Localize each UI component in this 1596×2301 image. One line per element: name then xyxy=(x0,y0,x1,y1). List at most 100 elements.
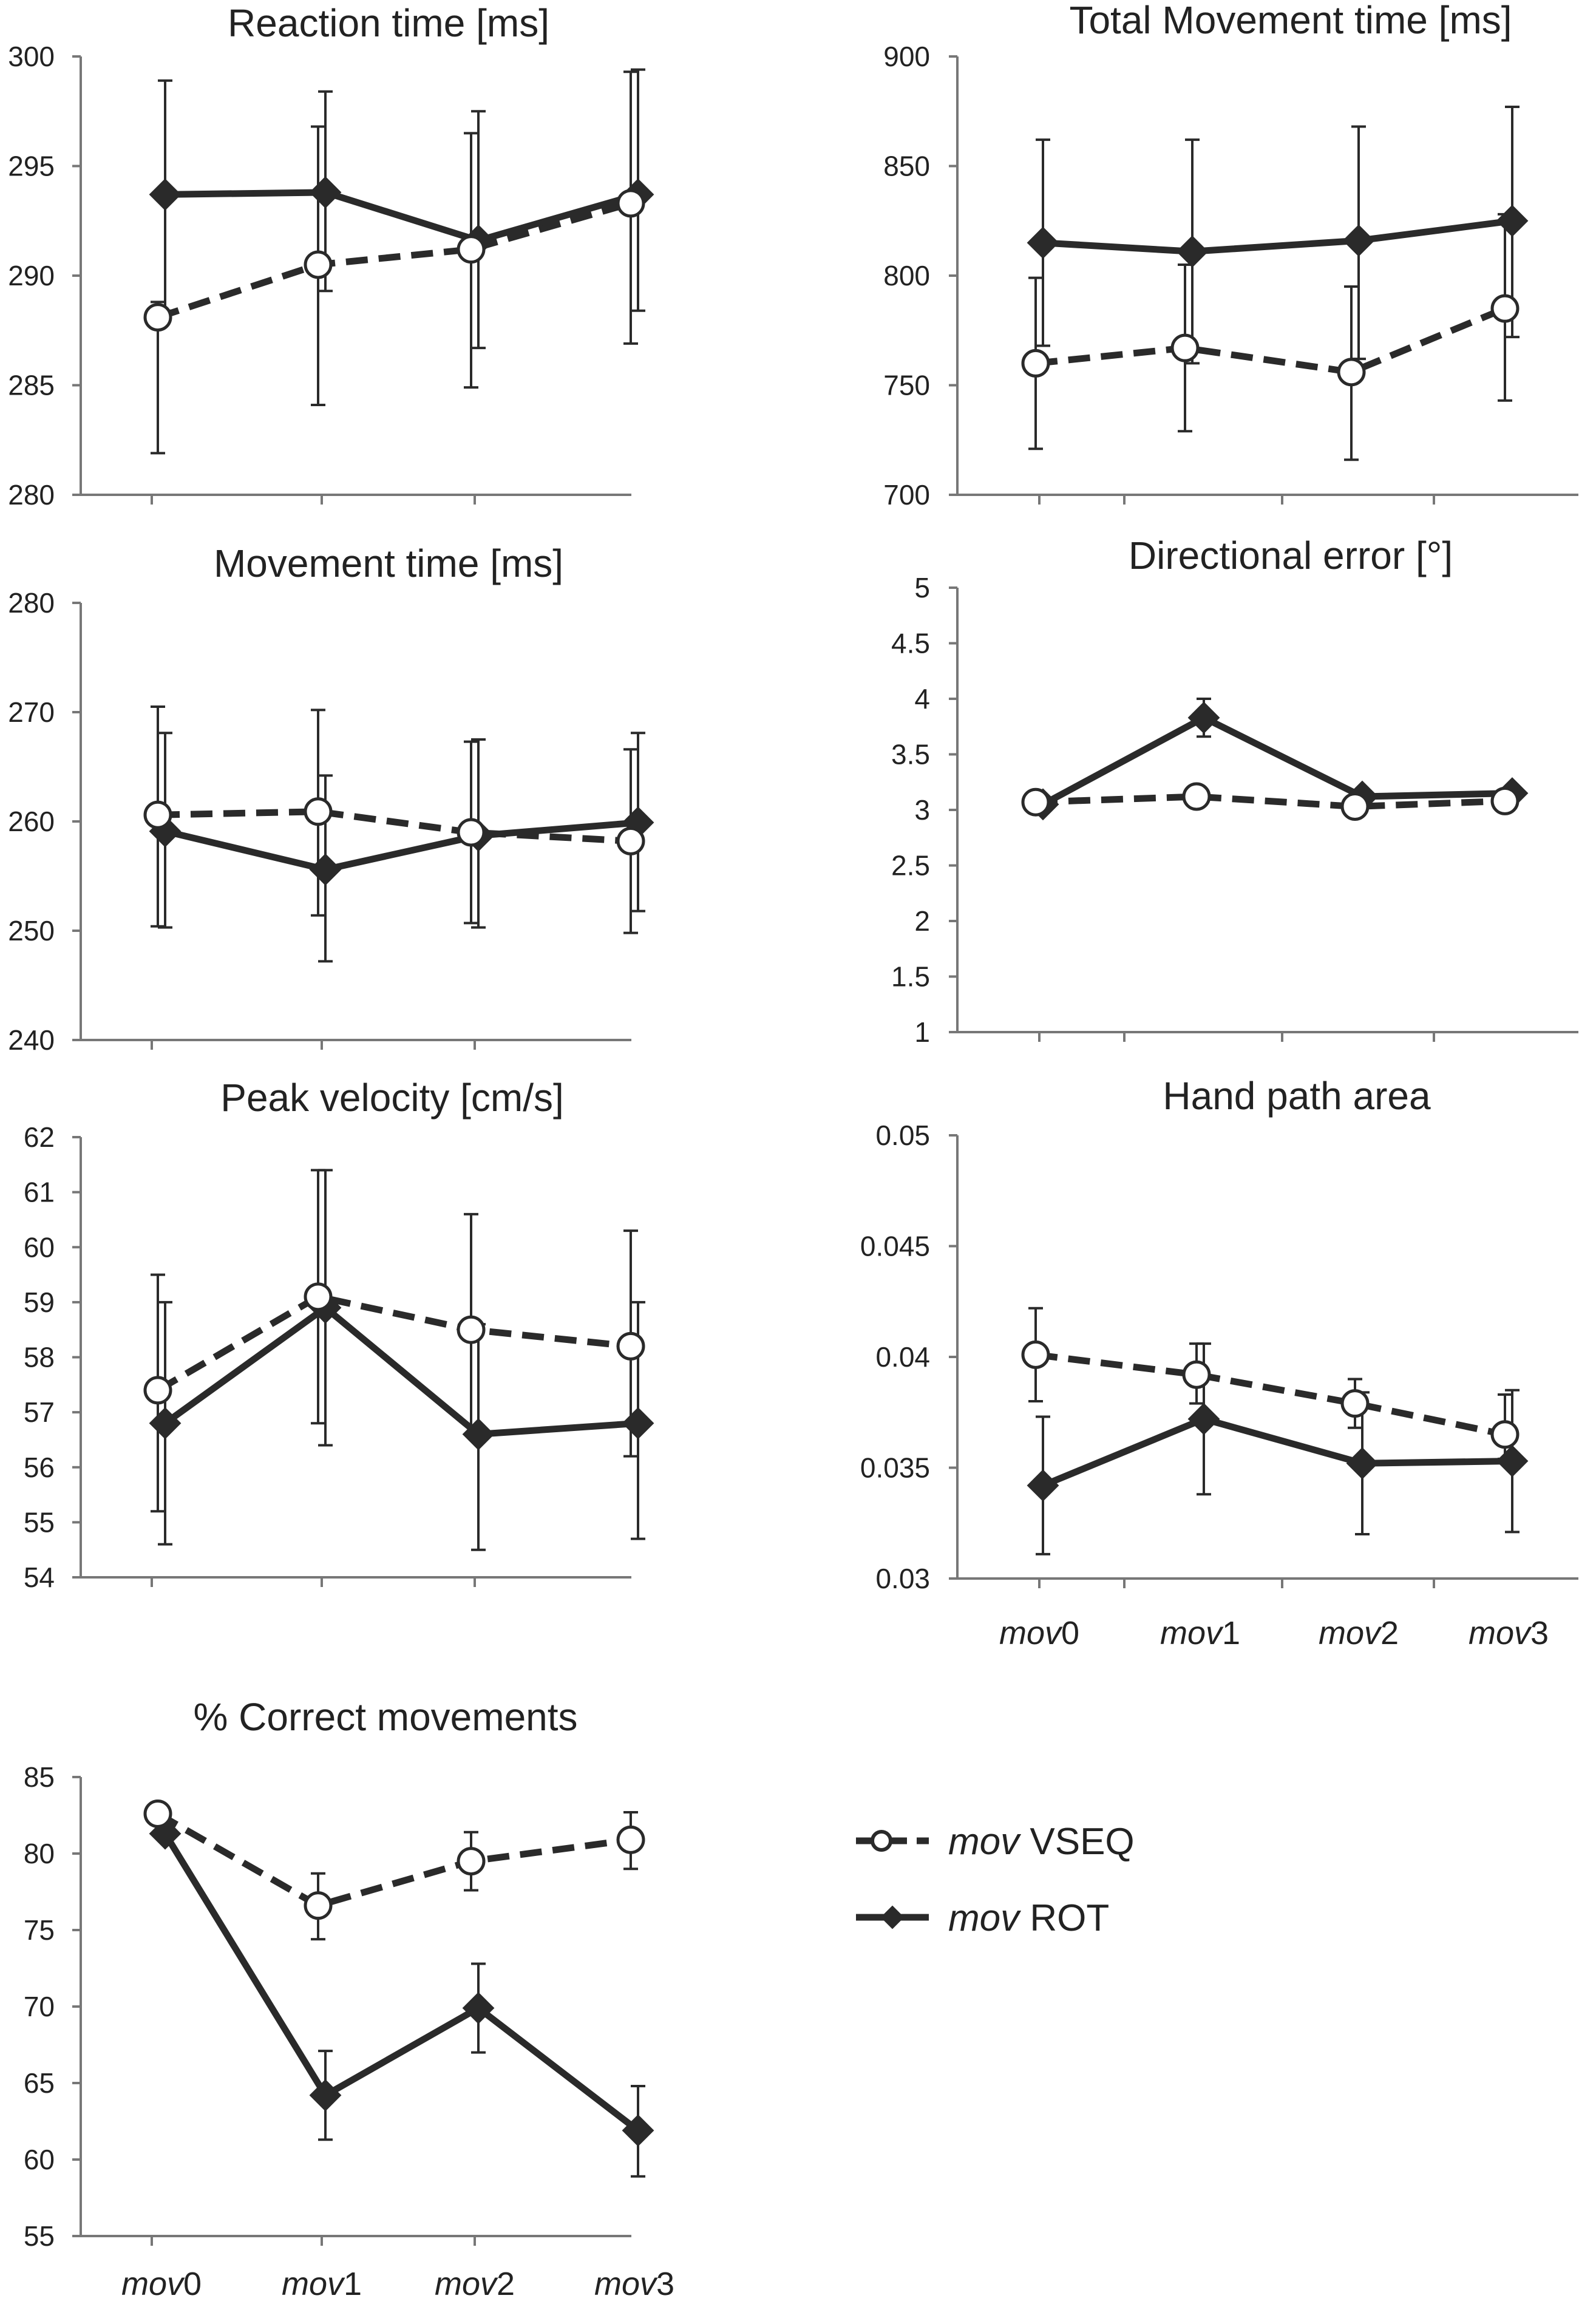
data-point-rot xyxy=(1342,224,1375,257)
series-line-rot xyxy=(1041,714,1513,807)
y-tick-label: 4.5 xyxy=(891,628,930,659)
chart-title-hand-path-area: Hand path area xyxy=(1163,1074,1431,1118)
y-tick-label: 700 xyxy=(883,479,930,511)
data-point-vseq xyxy=(1490,1420,1520,1449)
y-tick-label: 85 xyxy=(24,1761,55,1793)
y-tick-label: 750 xyxy=(883,370,930,401)
chart-title-peak-velocity: Peak velocity [cm/s] xyxy=(220,1076,564,1120)
data-point-rot xyxy=(309,2079,342,2112)
data-point-rot xyxy=(1346,1447,1379,1480)
y-tick-label: 900 xyxy=(883,41,930,72)
data-point-rot xyxy=(462,1418,495,1450)
x-category-label: mov3 xyxy=(1469,1615,1549,1651)
y-tick-label: 280 xyxy=(8,587,55,619)
data-point-vseq xyxy=(616,1825,645,1854)
data-point-rot xyxy=(149,1407,182,1439)
y-tick-label: 280 xyxy=(8,479,55,511)
data-point-vseq xyxy=(616,826,645,855)
y-tick-label: 4 xyxy=(914,683,930,715)
series-line-vseq xyxy=(156,1293,631,1393)
series-line-rot xyxy=(164,819,639,873)
y-tick-label: 1 xyxy=(914,1016,930,1048)
data-point-rot xyxy=(462,1992,495,2024)
panel-peak-velocity: Peak velocity [cm/s] 54 55 56 57 58 59 60 61 62 xyxy=(24,1076,654,1593)
y-tick-label: 260 xyxy=(8,806,55,837)
y-tick-label: 65 xyxy=(24,2067,55,2099)
legend-item-vseq: mov VSEQ xyxy=(856,1821,1135,1863)
data-point-rot xyxy=(1187,701,1220,734)
data-point-vseq xyxy=(457,235,486,264)
y-tick-label: 75 xyxy=(24,1914,55,1946)
series-line-rot xyxy=(163,1304,639,1438)
y-tick-label: 59 xyxy=(24,1286,55,1318)
y-tick-label: 55 xyxy=(24,1506,55,1538)
chart-title-correct-movements: % Correct movements xyxy=(193,1695,577,1739)
y-tick-label: 1.5 xyxy=(891,961,930,993)
y-tick-label: 0.04 xyxy=(875,1341,930,1373)
panel-directional-error: Directional error [°] 1 1.5 2 2.5 3 3.5 4 4.5 5 xyxy=(891,534,1578,1048)
data-point-vseq xyxy=(1021,1340,1050,1369)
data-point-rot xyxy=(309,176,342,209)
y-tick-label: 0.03 xyxy=(875,1563,930,1594)
y-tick-label: 295 xyxy=(8,151,55,182)
y-tick-label: 285 xyxy=(8,370,55,401)
panel-reaction-time: Reaction time [ms] 280 285 290 295 300 xyxy=(8,1,654,511)
series-line-vseq xyxy=(1035,793,1506,811)
x-category-label: mov3 xyxy=(594,2266,674,2301)
series-line-vseq xyxy=(157,200,632,321)
data-point-vseq xyxy=(304,797,333,826)
x-category-label: mov2 xyxy=(1319,1615,1399,1651)
data-point-rot xyxy=(149,178,182,211)
data-point-vseq xyxy=(1340,1389,1370,1418)
y-tick-label: 58 xyxy=(24,1342,55,1373)
chart-title-directional-error: Directional error [°] xyxy=(1129,534,1453,577)
data-point-vseq xyxy=(457,1847,486,1876)
data-point-vseq xyxy=(304,1282,333,1311)
data-point-rot xyxy=(1176,235,1209,268)
y-tick-label: 60 xyxy=(24,2144,55,2175)
y-tick-label: 61 xyxy=(24,1177,55,1208)
panel-movement-time: Movement time [ms] 240 250 260 270 280 xyxy=(8,542,654,1056)
x-category-label: mov0 xyxy=(999,1615,1079,1651)
legend-marker-vseq xyxy=(871,1830,892,1852)
data-point-vseq xyxy=(616,189,645,218)
y-tick-label: 240 xyxy=(8,1024,55,1056)
series-line-vseq xyxy=(1035,305,1507,376)
series-line-rot xyxy=(1041,1415,1513,1489)
data-point-vseq xyxy=(1490,786,1520,815)
data-point-vseq xyxy=(1490,294,1520,323)
data-point-vseq xyxy=(1021,348,1050,378)
data-point-vseq xyxy=(457,818,486,847)
data-point-rot xyxy=(309,853,342,886)
y-tick-label: 850 xyxy=(883,151,930,182)
y-tick-label: 70 xyxy=(24,1991,55,2022)
legend-marker-rot xyxy=(880,1905,905,1929)
data-point-rot xyxy=(1027,226,1059,259)
data-point-vseq xyxy=(143,303,172,332)
data-point-vseq xyxy=(143,800,172,829)
y-tick-label: 2 xyxy=(914,905,930,937)
y-tick-label: 57 xyxy=(24,1396,55,1428)
legend-label-rot: mov ROT xyxy=(948,1897,1109,1939)
y-tick-label: 5 xyxy=(914,572,930,603)
y-tick-label: 56 xyxy=(24,1452,55,1483)
data-point-vseq xyxy=(304,1891,333,1920)
y-tick-label: 2.5 xyxy=(891,850,930,882)
data-point-rot xyxy=(1496,1445,1529,1477)
series-line-vseq xyxy=(157,808,631,845)
y-tick-label: 250 xyxy=(8,915,55,947)
panel-total-movement-time: Total Movement time [ms] 700 750 800 850 900 xyxy=(883,0,1578,511)
data-point-vseq xyxy=(1182,1360,1211,1389)
series-line-vseq xyxy=(1035,1351,1506,1438)
data-point-vseq xyxy=(1340,792,1370,821)
legend: mov VSEQ mov ROT xyxy=(856,1821,1135,1939)
y-tick-label: 3 xyxy=(914,794,930,826)
legend-item-rot: mov ROT xyxy=(856,1897,1109,1939)
y-tick-label: 300 xyxy=(8,41,55,72)
data-point-vseq xyxy=(143,1799,172,1828)
series-line-rot xyxy=(1042,217,1513,255)
y-tick-label: 290 xyxy=(8,260,55,291)
data-point-vseq xyxy=(616,1331,645,1361)
data-point-rot xyxy=(622,1407,654,1439)
y-tick-label: 0.05 xyxy=(875,1120,930,1151)
